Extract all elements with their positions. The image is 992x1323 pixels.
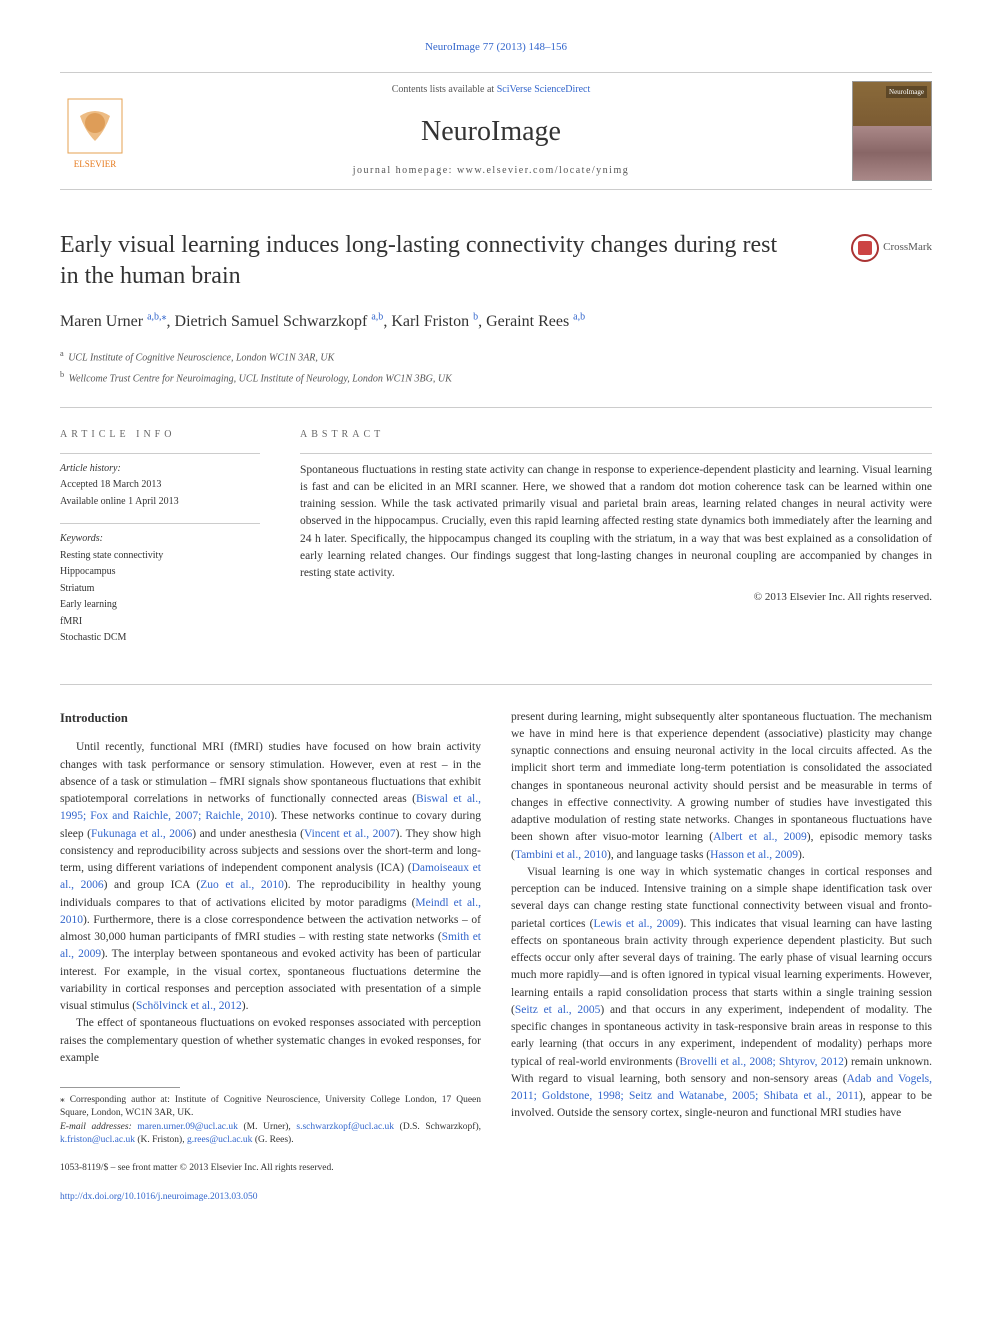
cover-image [853,126,931,180]
author: Maren Urner a,b,⁎ [60,313,167,330]
citation-link[interactable]: Hasson et al., 2009 [710,849,798,861]
footnote-divider [60,1087,180,1088]
corr-mark: ⁎ [60,1095,65,1105]
title-block: Early visual learning induces long-lasti… [60,230,932,292]
journal-header: ELSEVIER Contents lists available at Sci… [60,72,932,190]
keywords-label: Keywords: [60,532,260,547]
corresponding-author-footnote: ⁎ Corresponding author at: Institute of … [60,1094,481,1121]
info-abstract-row: ARTICLE INFO Article history: Accepted 1… [60,428,932,660]
citation-link[interactable]: Seitz et al., 2005 [515,1004,601,1016]
journal-cover-thumbnail: NeuroImage [852,81,932,181]
body-paragraph: Until recently, functional MRI (fMRI) st… [60,739,481,1015]
email-footnote: E-mail addresses: maren.urner.09@ucl.ac.… [60,1121,481,1148]
journal-reference: NeuroImage 77 (2013) 148–156 [60,40,932,56]
keyword: Hippocampus [60,565,260,580]
body-paragraph: present during learning, might subsequen… [511,709,932,864]
keyword: fMRI [60,615,260,630]
article-info: ARTICLE INFO Article history: Accepted 1… [60,428,260,660]
issn-line: 1053-8119/$ – see front matter © 2013 El… [60,1161,481,1175]
online-date: Available online 1 April 2013 [60,495,260,510]
journal-name: NeuroImage [130,112,852,153]
info-divider [60,453,260,454]
divider [60,407,932,408]
citation-link[interactable]: Albert et al., 2009 [713,831,807,843]
corr-text: Corresponding author at: Institute of Co… [60,1095,481,1118]
history-label: Article history: [60,462,260,477]
article-info-heading: ARTICLE INFO [60,428,260,443]
email-link[interactable]: g.rees@ucl.ac.uk [187,1135,252,1145]
crossmark-badge[interactable]: CrossMark [851,234,932,262]
email-link[interactable]: maren.urner.09@ucl.ac.uk [137,1122,238,1132]
affiliation: b Wellcome Trust Centre for Neuroimaging… [60,369,932,387]
elsevier-logo: ELSEVIER [60,91,130,171]
abstract-divider [300,453,932,454]
keywords-block: Keywords: Resting state connectivity Hip… [60,532,260,646]
author-aff-link[interactable]: a,b [371,312,383,323]
cover-label: NeuroImage [886,86,927,98]
section-heading-introduction: Introduction [60,709,481,728]
author: Dietrich Samuel Schwarzkopf a,b [175,313,384,330]
citation-link[interactable]: Brovelli et al., 2008; Shtyrov, 2012 [679,1056,843,1068]
citation-link[interactable]: Tambini et al., 2010 [515,849,607,861]
citation-link[interactable]: Lewis et al., 2009 [594,918,680,930]
keyword: Early learning [60,598,260,613]
authors-line: Maren Urner a,b,⁎, Dietrich Samuel Schwa… [60,310,932,333]
email-link[interactable]: k.friston@ucl.ac.uk [60,1135,135,1145]
affiliation: a UCL Institute of Cognitive Neuroscienc… [60,348,932,366]
abstract-heading: ABSTRACT [300,428,932,443]
contents-text: Contents lists available at [392,84,497,95]
article-title: Early visual learning induces long-lasti… [60,230,932,292]
contents-available-line: Contents lists available at SciVerse Sci… [130,83,852,98]
keyword: Resting state connectivity [60,549,260,564]
header-center: Contents lists available at SciVerse Sci… [130,83,852,179]
crossmark-icon [851,234,879,262]
citation-link[interactable]: Schölvinck et al., 2012 [136,1000,242,1012]
body-paragraph: Visual learning is one way in which syst… [511,864,932,1123]
author: Geraint Rees a,b [486,313,585,330]
author-aff-link[interactable]: b [473,312,478,323]
author-aff-link[interactable]: a,b, [147,312,161,323]
divider [60,684,932,685]
column-left: Introduction Until recently, functional … [60,709,481,1204]
svg-text:ELSEVIER: ELSEVIER [74,159,117,169]
author: Karl Friston b [391,313,478,330]
email-label: E-mail addresses: [60,1122,137,1132]
column-right: present during learning, might subsequen… [511,709,932,1204]
author-aff-link[interactable]: a,b [573,312,585,323]
citation-link[interactable]: Vincent et al., 2007 [304,828,396,840]
body-columns: Introduction Until recently, functional … [60,709,932,1204]
doi-line: http://dx.doi.org/10.1016/j.neuroimage.2… [60,1190,481,1204]
citation-link[interactable]: Zuo et al., 2010 [200,879,284,891]
keyword: Striatum [60,582,260,597]
article-history: Article history: Accepted 18 March 2013 … [60,462,260,510]
copyright-line: © 2013 Elsevier Inc. All rights reserved… [300,590,932,606]
doi-link[interactable]: http://dx.doi.org/10.1016/j.neuroimage.2… [60,1192,257,1202]
email-link[interactable]: s.schwarzkopf@ucl.ac.uk [296,1122,394,1132]
corresponding-mark[interactable]: ⁎ [162,312,167,323]
journal-homepage: journal homepage: www.elsevier.com/locat… [130,164,852,179]
accepted-date: Accepted 18 March 2013 [60,478,260,493]
abstract: ABSTRACT Spontaneous fluctuations in res… [300,428,932,660]
crossmark-label: CrossMark [883,240,932,256]
sciencedirect-link[interactable]: SciVerse ScienceDirect [497,84,591,95]
journal-reference-link[interactable]: NeuroImage 77 (2013) 148–156 [425,41,567,53]
abstract-text: Spontaneous fluctuations in resting stat… [300,462,932,583]
body-paragraph: The effect of spontaneous fluctuations o… [60,1015,481,1067]
citation-link[interactable]: Fukunaga et al., 2006 [91,828,192,840]
keyword: Stochastic DCM [60,631,260,646]
info-divider [60,523,260,524]
